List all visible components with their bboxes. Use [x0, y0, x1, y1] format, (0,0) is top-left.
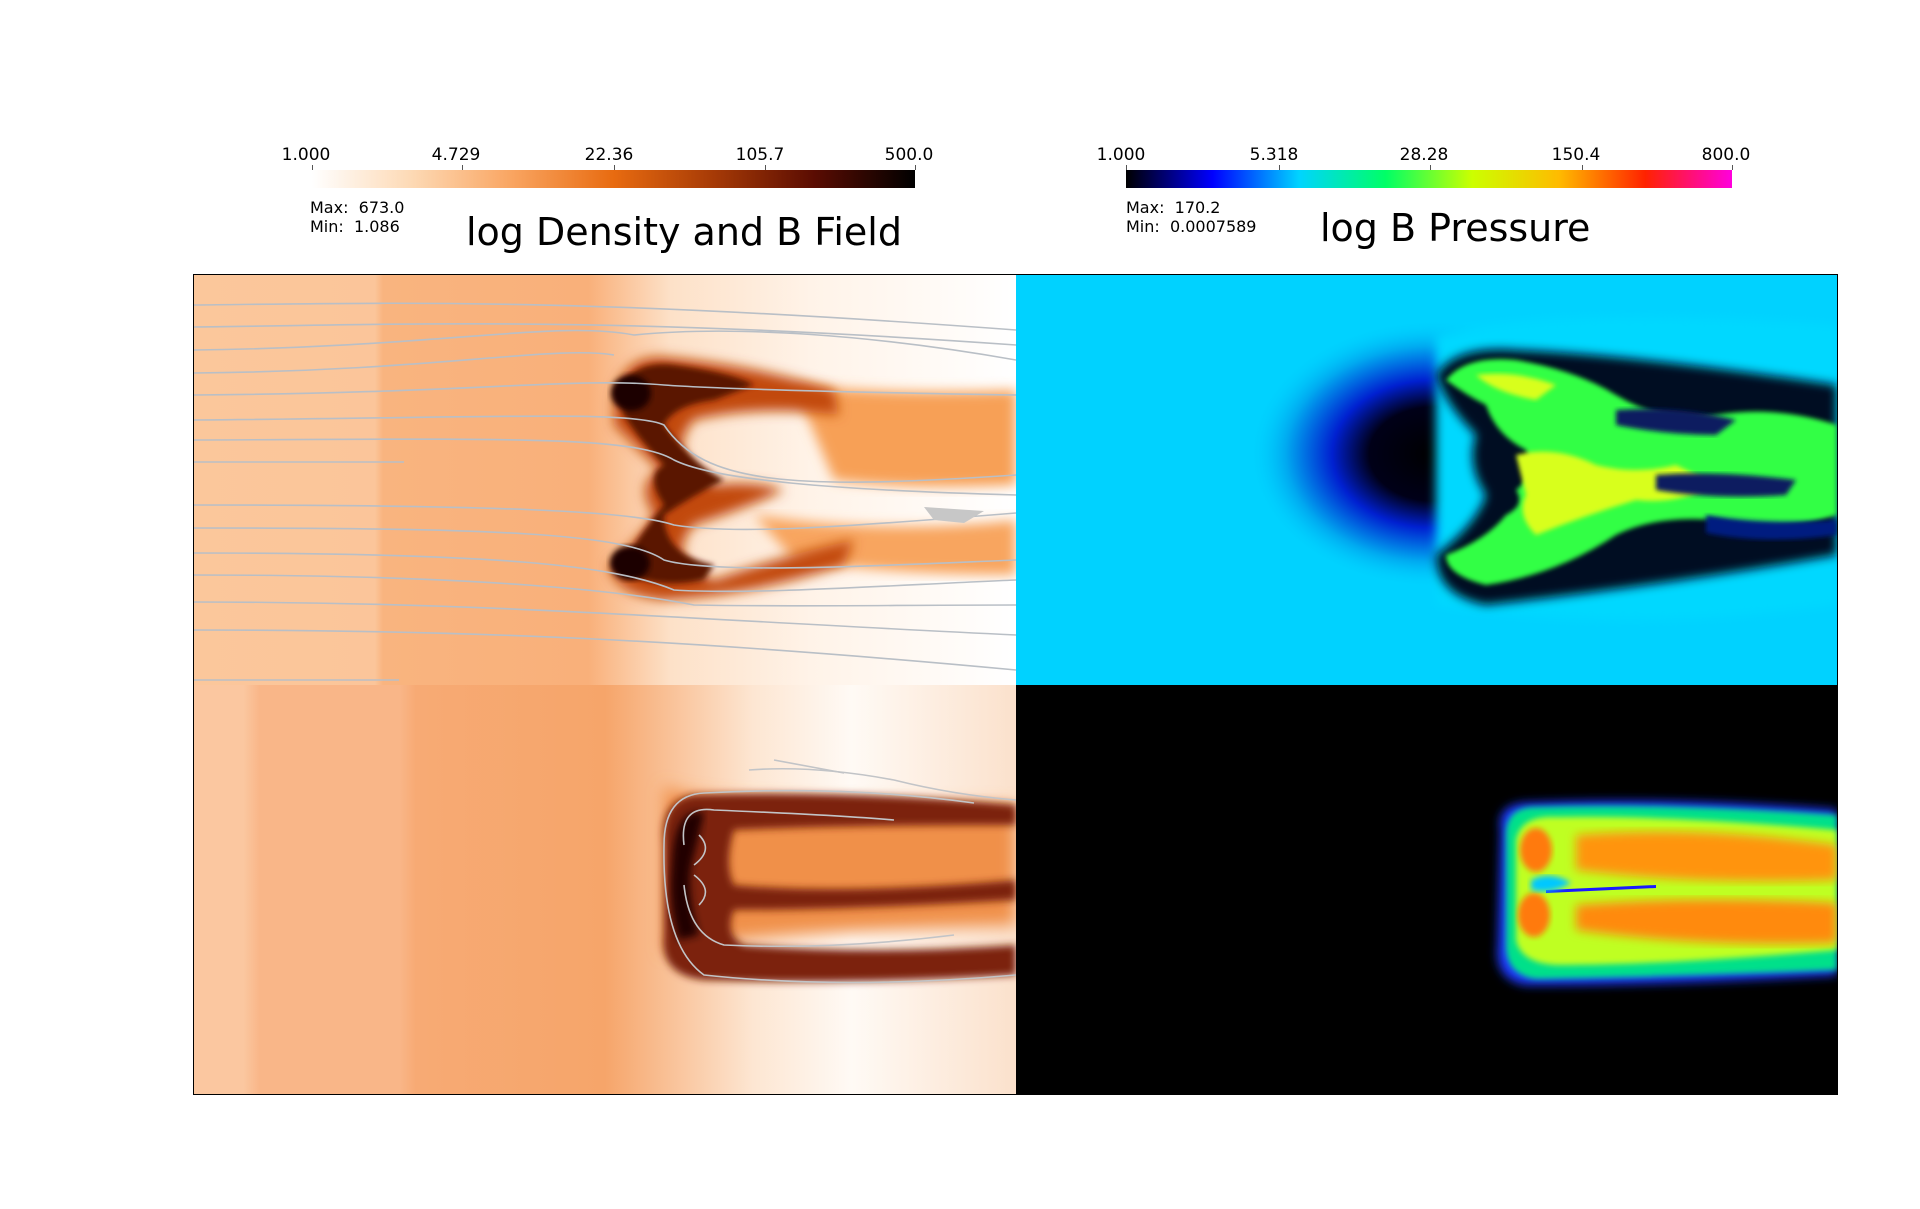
- b-field-lines: [194, 302, 1016, 681]
- pressure-tick-label: 5.318: [1249, 145, 1299, 165]
- density-tick-label: 1.000: [281, 145, 331, 165]
- simulation-figure: [193, 274, 1838, 1095]
- density-tick-label: 22.36: [584, 145, 634, 165]
- pressure-tick-label: 28.28: [1399, 145, 1449, 165]
- density-max: Max: 673.0: [310, 198, 405, 217]
- pressure-tick-label: 1.000: [1096, 145, 1146, 165]
- pressure-colorbar: 1.000 5.318 28.28 150.4 800.0: [1097, 145, 1751, 190]
- pressure-title: log B Pressure: [1320, 206, 1591, 250]
- density-bottom-slice: [194, 685, 1016, 1094]
- b-field-contours: [663, 759, 1016, 984]
- pressure-min: Min: 0.0007589: [1126, 217, 1257, 236]
- density-tick-label: 4.729: [431, 145, 481, 165]
- density-tick-label: 105.7: [735, 145, 785, 165]
- pressure-color-gradient: [1126, 170, 1732, 188]
- pressure-top-slice: [1016, 275, 1837, 685]
- pressure-tick-label: 150.4: [1551, 145, 1601, 165]
- density-tick-label: 500.0: [884, 145, 934, 165]
- pressure-tick-label: 800.0: [1701, 145, 1751, 165]
- pressure-bottom-slice: [1016, 685, 1837, 1094]
- density-colorbar: 1.000 4.729 22.36 105.7 500.0: [282, 145, 933, 190]
- density-min: Min: 1.086: [310, 217, 400, 236]
- pressure-max: Max: 170.2: [1126, 198, 1221, 217]
- density-color-gradient: [312, 170, 915, 188]
- density-title: log Density and B Field: [466, 210, 902, 254]
- density-top-slice: [194, 275, 1016, 685]
